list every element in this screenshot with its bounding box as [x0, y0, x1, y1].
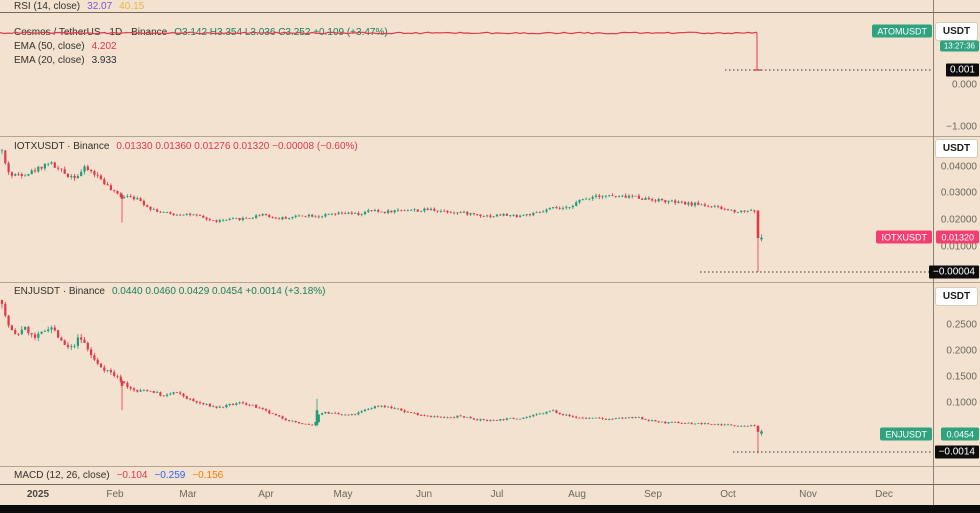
- month-label: Dec: [875, 489, 893, 500]
- crosshair-price-label: 0.001: [945, 63, 979, 77]
- rsi-ma-value: 40.15: [119, 1, 145, 12]
- macd-legend-row[interactable]: MACD (12, 26, close) −0.104 −0.259 −0.15…: [14, 470, 223, 481]
- ema50-label: EMA (50, close): [14, 41, 85, 52]
- macd-signal-value: −0.156: [192, 470, 224, 481]
- price-tick: 0.2500: [946, 319, 977, 331]
- atom-legend-row[interactable]: Cosmos / TetherUS · 1D · Binance O3.142 …: [14, 27, 388, 38]
- pane-divider[interactable]: [0, 282, 980, 283]
- time-axis[interactable]: 2025 Feb Mar Apr May Jun Jul Aug Sep Oct Nov Dec: [0, 484, 980, 506]
- enj-legend-row[interactable]: ENJUSDT · Binance 0.0440 0.0460 0.0429 0…: [14, 286, 325, 297]
- iotx-ohlc-values: 0.01330 0.01360 0.01276 0.01320 −0.00008…: [116, 141, 358, 152]
- month-label: Nov: [799, 489, 817, 500]
- crosshair-price-label: −0.00004: [929, 265, 979, 279]
- month-label: May: [333, 489, 353, 500]
- month-label: Jul: [490, 489, 504, 500]
- month-label: Mar: [179, 489, 197, 500]
- month-label: Jun: [415, 489, 433, 500]
- pane-divider[interactable]: [0, 136, 980, 137]
- enj-symbol-title: ENJUSDT · Binance: [14, 286, 105, 297]
- month-label: Oct: [720, 489, 736, 500]
- month-label: 2025: [26, 489, 50, 500]
- enj-ohlc-values: 0.0440 0.0460 0.0429 0.0454 +0.0014 (+3.…: [111, 286, 326, 297]
- enj-symbol-badge: ENJUSDT: [880, 427, 932, 441]
- iotx-candles: [0, 148, 763, 272]
- month-label: Sep: [644, 489, 662, 500]
- currency-usdt-button[interactable]: USDT: [935, 139, 978, 158]
- crosshair-price-label: −0.0014: [934, 445, 979, 459]
- price-tick: 0.1500: [946, 371, 977, 383]
- rsi-label: RSI (14, close): [14, 1, 81, 12]
- enj-candles: [0, 299, 763, 454]
- ema20-label: EMA (20, close): [14, 55, 85, 66]
- currency-usdt-button[interactable]: USDT: [935, 287, 978, 306]
- ema20-value: 3.933: [91, 55, 117, 66]
- macd-line-value: −0.259: [154, 470, 186, 481]
- month-label: Apr: [258, 489, 274, 500]
- macd-histogram-value: −0.104: [116, 470, 148, 481]
- ema50-legend-row[interactable]: EMA (50, close) 4.202: [14, 41, 117, 52]
- currency-usdt-button[interactable]: USDT: [935, 22, 978, 41]
- price-tick: −1.000: [946, 121, 977, 133]
- iotx-symbol-title: IOTXUSDT · Binance: [14, 141, 110, 152]
- iotx-last-price-label: 0.01320: [936, 230, 979, 244]
- macd-label: MACD (12, 26, close): [14, 470, 110, 481]
- atom-symbol-title: Cosmos / TetherUS · 1D · Binance: [14, 27, 168, 38]
- price-tick: 0.1000: [946, 397, 977, 409]
- iotx-legend-row[interactable]: IOTXUSDT · Binance 0.01330 0.01360 0.012…: [14, 141, 358, 152]
- atom-symbol-badge: ATOMUSDT: [872, 24, 932, 38]
- month-label: Feb: [106, 489, 124, 500]
- bottom-edge-bar: [0, 505, 980, 513]
- atom-ohlc-values: O3.142 H3.354 L3.036 C3.252 +0.109 (+3.4…: [174, 27, 388, 38]
- enj-last-price-label: 0.0454: [941, 427, 979, 441]
- price-tick: 0.000: [951, 79, 977, 91]
- rsi-value: 32.07: [87, 1, 113, 12]
- ema20-legend-row[interactable]: EMA (20, close) 3.933: [14, 55, 117, 66]
- price-tick: 0.04000: [940, 161, 977, 173]
- price-tick: 0.03000: [940, 187, 977, 199]
- price-tick: 0.2000: [946, 345, 977, 357]
- price-scale[interactable]: USDT USDT USDT 13:27:36 0.000 −1.000 0.04000 0.…: [929, 0, 980, 505]
- price-tick: 0.02000: [940, 214, 977, 226]
- rsi-legend-row[interactable]: RSI (14, close) 32.07 40.15: [14, 1, 144, 12]
- bar-countdown-timer: 13:27:36: [939, 40, 979, 52]
- pane-divider[interactable]: [0, 12, 980, 13]
- ema50-value: 4.202: [91, 41, 117, 52]
- price-tick: 0.01000: [940, 241, 977, 253]
- pane-divider[interactable]: [0, 466, 980, 467]
- month-label: Aug: [568, 489, 586, 500]
- iotx-symbol-badge: IOTXUSDT: [876, 230, 932, 244]
